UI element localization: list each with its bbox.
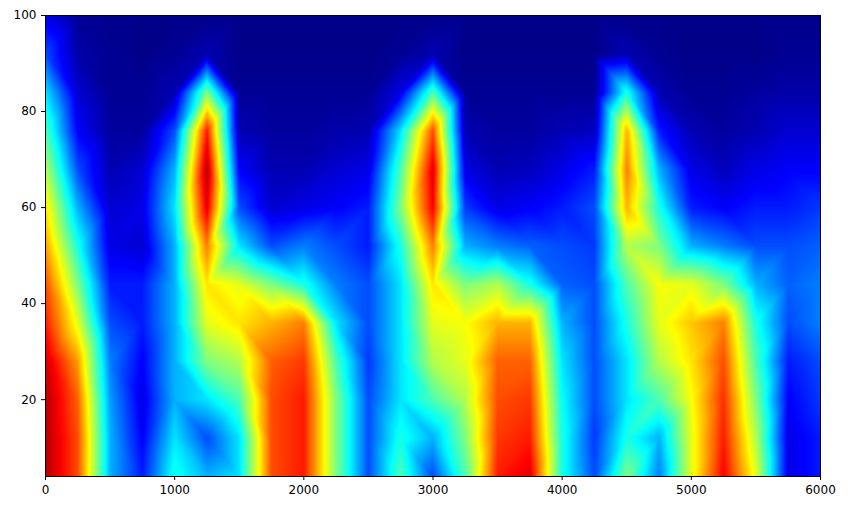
svg-text:40: 40 bbox=[21, 296, 36, 310]
svg-text:6000: 6000 bbox=[805, 483, 836, 497]
svg-text:20: 20 bbox=[21, 393, 36, 407]
svg-text:1000: 1000 bbox=[159, 483, 190, 497]
svg-text:80: 80 bbox=[21, 104, 36, 118]
svg-text:100: 100 bbox=[14, 8, 37, 22]
svg-text:5000: 5000 bbox=[676, 483, 707, 497]
svg-text:60: 60 bbox=[21, 200, 36, 214]
svg-text:0: 0 bbox=[42, 483, 50, 497]
svg-text:3000: 3000 bbox=[418, 483, 449, 497]
svg-text:2000: 2000 bbox=[289, 483, 320, 497]
svg-text:4000: 4000 bbox=[547, 483, 578, 497]
